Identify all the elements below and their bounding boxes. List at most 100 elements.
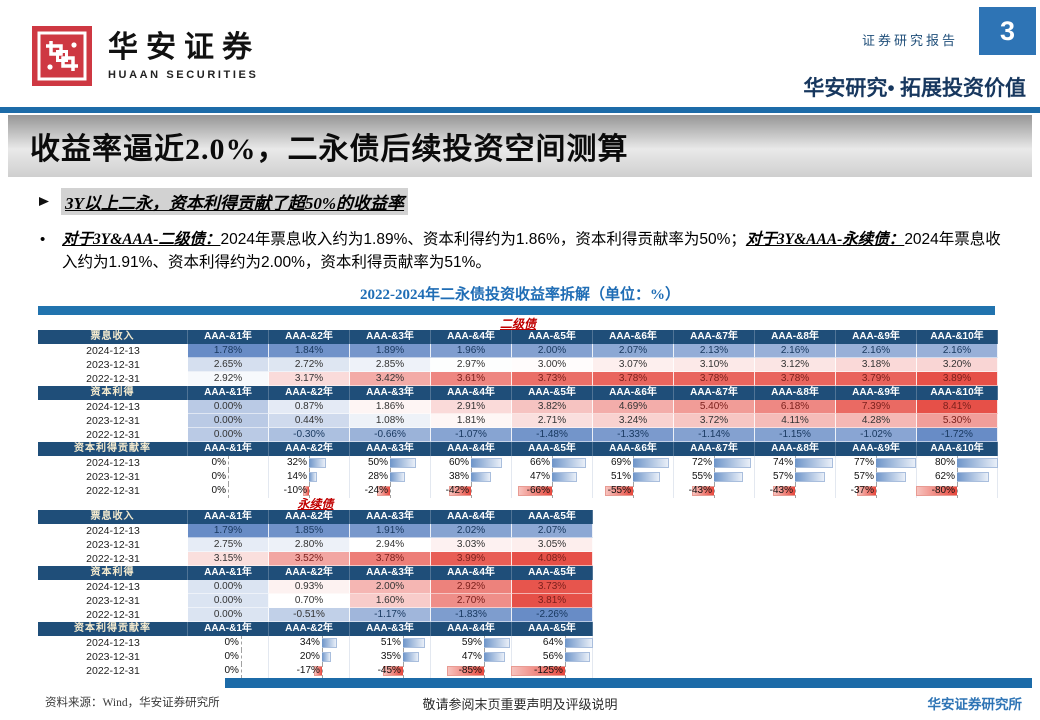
table-cell: 0.00% (188, 414, 269, 428)
databar-cell: 62% (917, 470, 998, 484)
databar-value: 0% (211, 485, 226, 496)
table-cell: 3.20% (917, 358, 998, 372)
databar-value: 20% (299, 651, 320, 662)
positive-bar (714, 472, 743, 482)
table-cell: 2.72% (269, 358, 350, 372)
databar-cell: -10% (269, 484, 350, 498)
positive-bar (876, 458, 916, 468)
databar-value: -37% (850, 485, 874, 496)
table-cell: 3.00% (512, 358, 593, 372)
table-cell: -1.83% (431, 608, 512, 622)
table-cell: 2.75% (188, 538, 269, 552)
databar-cell: -43% (755, 484, 836, 498)
databar-value: 34% (299, 637, 320, 648)
table-cell: 5.30% (917, 414, 998, 428)
huaan-logo-icon (32, 26, 92, 86)
negative-bar (449, 486, 471, 496)
row-date: 2023-12-31 (38, 650, 188, 664)
databar-cell: 0% (188, 650, 269, 664)
bullet-line: 3Y以上二永，资本利得贡献了超50%的收益率 (38, 188, 409, 215)
table-cell: 0.93% (269, 580, 350, 594)
databar-value: -125% (534, 665, 563, 676)
table-cell: 1.85% (269, 524, 350, 538)
column-header: AAA-&9年 (836, 442, 917, 456)
column-header: AAA-&9年 (836, 330, 917, 344)
databar-cell: 50% (350, 456, 431, 470)
table-group-label: 永续债 (297, 497, 334, 511)
table-cell: 0.00% (188, 580, 269, 594)
databar-cell: 55% (674, 470, 755, 484)
row-date: 2024-12-13 (38, 524, 188, 538)
databar-cell: 77% (836, 456, 917, 470)
databar-value: 0% (211, 471, 226, 482)
brand-name-en: HUAAN SECURITIES (108, 69, 259, 81)
section-label: 资本利得贡献率 (38, 622, 188, 636)
negative-bar (511, 666, 565, 676)
row-date: 2024-12-13 (38, 456, 188, 470)
section-label: 票息收入 (38, 330, 188, 344)
zero-axis (309, 484, 310, 498)
paragraph-emph-2: 对于3Y&AAA-永续债： (745, 231, 905, 248)
table-cell: 2.94% (350, 538, 431, 552)
databar-cell: -125% (511, 664, 593, 678)
databar-value: 47% (461, 651, 482, 662)
column-header: AAA-&7年 (674, 386, 755, 400)
arrow-bullet-icon (39, 197, 49, 206)
positive-bar (633, 458, 669, 468)
table-cell: 1.91% (350, 524, 431, 538)
table-cell: 1.78% (188, 344, 269, 358)
negative-bar (518, 486, 552, 496)
databar-cell: 64% (512, 636, 593, 650)
title-band: 收益率逼近2.0%，二永债后续投资空间测算 (8, 115, 1032, 177)
header-divider (0, 107, 1040, 113)
negative-bar (382, 666, 403, 676)
table-cell: -2.26% (512, 608, 593, 622)
negative-bar (313, 666, 322, 676)
page-title: 收益率逼近2.0%，二永债后续投资空间测算 (30, 133, 629, 166)
table-cell: 3.78% (593, 372, 674, 386)
row-date: 2023-12-31 (38, 594, 188, 608)
databar-value: -80% (931, 485, 955, 496)
column-header: AAA-&2年 (269, 442, 350, 456)
table-cell: 3.17% (269, 372, 350, 386)
column-header: AAA-&3年 (350, 622, 431, 636)
databar-cell: -37% (836, 484, 917, 498)
databar-value: 51% (610, 471, 631, 482)
column-header: AAA-&5年 (512, 510, 593, 524)
databar-value: 14% (286, 471, 307, 482)
databar-cell: 57% (836, 470, 917, 484)
table-cell: 1.96% (431, 344, 512, 358)
databar-value: 57% (853, 471, 874, 482)
body-paragraph: • 对于3Y&AAA-二级债：2024年票息收入约为1.89%、资本利得约为1.8… (40, 228, 1012, 274)
table-cell: 2.07% (512, 524, 593, 538)
table-cell: 4.28% (836, 414, 917, 428)
table-cell: -0.51% (269, 608, 350, 622)
databar-value: 32% (286, 457, 307, 468)
zero-axis (483, 664, 485, 678)
row-date: 2024-12-13 (38, 400, 188, 414)
databar-cell: 60% (431, 456, 512, 470)
row-date: 2023-12-31 (38, 538, 188, 552)
zero-axis (795, 484, 796, 498)
column-header: AAA-&2年 (269, 566, 350, 580)
positive-bar (633, 472, 660, 482)
table-cell: 4.69% (593, 400, 674, 414)
table-cell: 4.08% (512, 552, 593, 566)
zero-axis (957, 484, 958, 498)
column-header: AAA-&3年 (350, 386, 431, 400)
databar-cell: 28% (350, 470, 431, 484)
section-label: 资本利得 (38, 386, 188, 400)
table-cell: 3.05% (512, 538, 593, 552)
databar-value: -43% (769, 485, 793, 496)
databar-cell: 57% (755, 470, 836, 484)
zero-axis (240, 636, 242, 650)
databar-cell: 51% (593, 470, 674, 484)
databar-cell: -17% (269, 664, 350, 678)
disclaimer-note: 敬请参阅末页重要声明及评级说明 (422, 697, 618, 712)
databar-cell: -80% (916, 484, 998, 498)
table-cell: 1.79% (188, 524, 269, 538)
zero-axis (321, 664, 323, 678)
databar-cell: 20% (269, 650, 350, 664)
column-header: AAA-&10年 (917, 386, 998, 400)
table-cell: 2.97% (431, 358, 512, 372)
